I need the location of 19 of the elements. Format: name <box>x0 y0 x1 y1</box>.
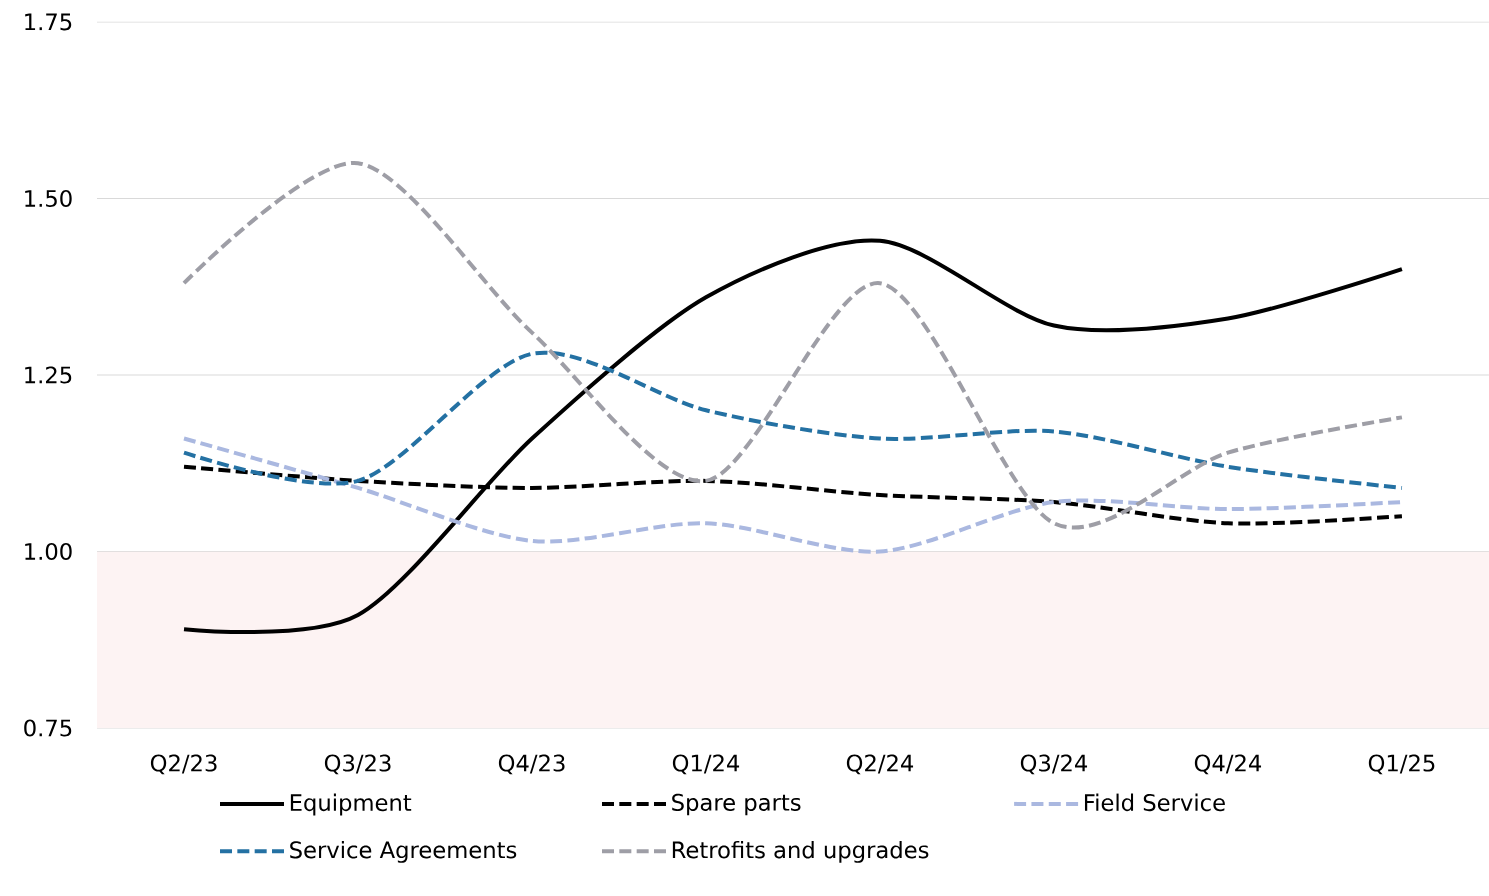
x-tick-label: Q3/24 <box>1020 754 1088 775</box>
y-tick-label: 1.50 <box>25 189 72 208</box>
legend-label: Field Service <box>1084 793 1225 812</box>
x-tick-label: Q4/23 <box>498 754 565 775</box>
y-tick-label: 1.25 <box>25 366 72 384</box>
legend-label: Equipment <box>290 793 412 816</box>
x-tick-label: Q1/25 <box>1368 754 1435 775</box>
legend-label: Retrofits and upgrades <box>672 840 929 863</box>
line-series <box>182 350 1404 490</box>
x-tick-label: Q4/24 <box>1194 754 1262 775</box>
x-tick-label: Q3/23 <box>324 754 391 775</box>
x-tick-label: Q1/24 <box>672 754 740 775</box>
y-tick-label: 1.00 <box>25 542 72 561</box>
x-tick-label: Q2/23 <box>150 754 217 775</box>
legend-label: Service Agreements <box>290 840 517 863</box>
legend-label: Spare parts <box>672 793 801 816</box>
x-tick-label: Q2/24 <box>846 754 914 775</box>
y-tick-label: 1.75 <box>25 13 72 31</box>
y-tick-label: 0.75 <box>24 719 72 737</box>
